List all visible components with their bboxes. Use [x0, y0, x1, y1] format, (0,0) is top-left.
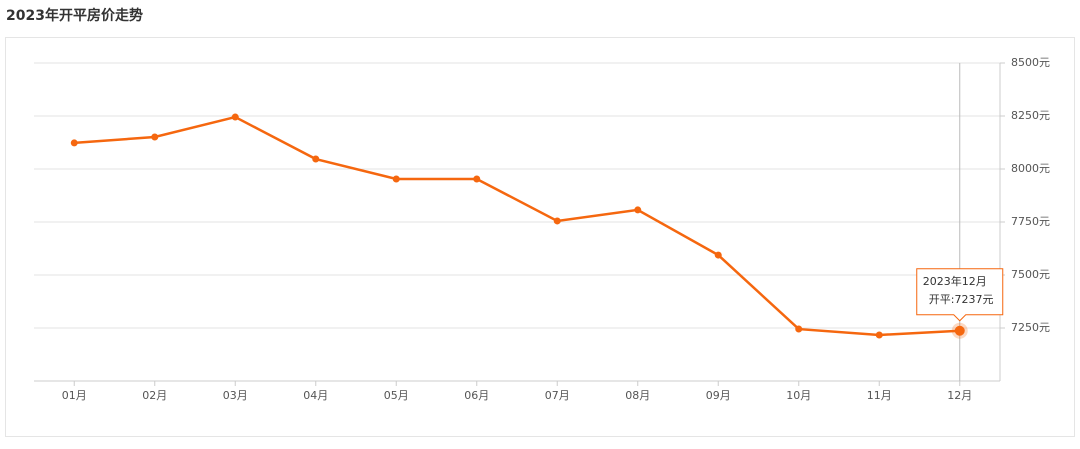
- frame: [5, 37, 1075, 437]
- x-tick-label: 12月: [947, 389, 972, 402]
- point: [634, 206, 642, 214]
- chart-title: 2023年开平房价走势: [6, 7, 143, 24]
- y-tick-label: 7500元: [1011, 268, 1050, 281]
- x-tick-label: 10月: [786, 389, 811, 402]
- point: [875, 331, 883, 339]
- x-tick-label: 07月: [545, 389, 570, 402]
- x-tick-label: 04月: [303, 389, 328, 402]
- y-tick-label: 8250元: [1011, 109, 1050, 122]
- point: [392, 175, 400, 183]
- y-tick-label: 7750元: [1011, 215, 1050, 228]
- y-tick-label: 7250元: [1011, 321, 1050, 334]
- tooltip-label: 开平:7237元: [929, 293, 994, 306]
- x-tick-label: 01月: [62, 389, 87, 402]
- x-tick-label: 11月: [867, 389, 892, 402]
- tooltip-box: [916, 268, 1004, 322]
- x-tick-label: 05月: [384, 389, 409, 402]
- point: [312, 155, 320, 163]
- point: [70, 139, 78, 147]
- point: [954, 325, 965, 336]
- x-tick-label: 08月: [625, 389, 650, 402]
- line: [74, 115, 960, 337]
- point: [714, 251, 722, 259]
- point: [553, 217, 561, 225]
- point: [151, 133, 159, 141]
- x-tick-label: 03月: [223, 389, 248, 402]
- y-tick-label: 8500元: [1011, 56, 1050, 69]
- x-tick-label: 09月: [706, 389, 731, 402]
- y-tick-label: 8000元: [1011, 162, 1050, 175]
- point: [473, 175, 481, 183]
- tooltip-title: 2023年12月: [923, 274, 987, 288]
- x-tick-label: 06月: [464, 389, 489, 402]
- point: [795, 325, 803, 333]
- point: [231, 113, 239, 121]
- x-tick-label: 02月: [142, 389, 167, 402]
